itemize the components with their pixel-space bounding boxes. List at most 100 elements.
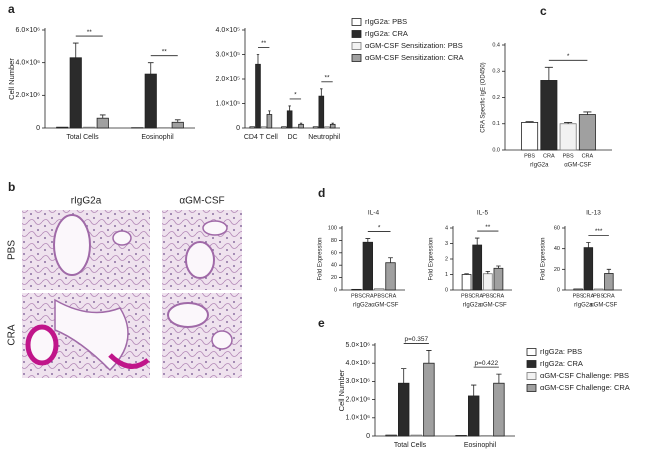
significance-label: * xyxy=(567,53,570,60)
legend-label: rIgG2a: CRA xyxy=(540,359,583,368)
error-bar xyxy=(174,119,181,123)
y-tick-label: 3.0×10⁶ xyxy=(346,378,371,385)
legend-swatch xyxy=(351,42,362,50)
error-bar xyxy=(72,42,79,58)
x-tick-label: CRA xyxy=(543,153,555,159)
x-tick-label: PBS xyxy=(573,293,584,299)
bar xyxy=(493,267,504,291)
column-label: αGM-CSF xyxy=(179,196,224,207)
y-tick-label: 6.0×10⁶ xyxy=(16,27,41,34)
y-tick-label: 60 xyxy=(554,225,560,231)
y-tick-label: 3 xyxy=(445,241,448,247)
chart-title: IL-5 xyxy=(477,210,489,217)
bar xyxy=(255,63,261,129)
histology-panel: rIgG2a αGM-CSF PBS CRA xyxy=(7,196,242,378)
y-tick-label: 4.0×10⁶ xyxy=(346,360,371,367)
error-bar xyxy=(564,122,573,124)
x-tick-label: CRA xyxy=(603,293,615,299)
x-tick-label: CRA xyxy=(471,293,483,299)
bar xyxy=(286,110,293,129)
legend-label: αGM-CSF Challenge: PBS xyxy=(540,371,629,380)
chart-title: IL-13 xyxy=(586,210,601,217)
bar xyxy=(96,117,109,129)
bar xyxy=(329,123,336,129)
y-tick-label: 0 xyxy=(334,287,337,293)
airway xyxy=(54,298,129,372)
bar xyxy=(540,80,558,151)
significance-label: * xyxy=(378,224,381,231)
y-tick-label: 0 xyxy=(445,287,448,293)
error-bar xyxy=(299,122,303,125)
error-bar xyxy=(365,238,371,243)
y-axis-label: Fold Expression xyxy=(318,237,324,280)
airway xyxy=(53,214,91,276)
y-axis-label: Fold Expression xyxy=(429,237,435,280)
x-tick-label: Eosinophil xyxy=(464,442,497,449)
x-tick-label: DC xyxy=(287,134,297,141)
y-tick-label: 40 xyxy=(331,263,337,269)
y-axis-label: Cell Number xyxy=(337,369,346,411)
y-tick-label: 0 xyxy=(236,125,240,132)
error-bar xyxy=(268,110,271,115)
group-label: rIgG2a xyxy=(463,303,482,309)
y-tick-label: 100 xyxy=(328,225,337,231)
x-tick-label: PBS xyxy=(524,153,535,159)
bar xyxy=(249,126,256,129)
x-tick-label: CRA xyxy=(582,153,594,159)
y-tick-label: 4 xyxy=(445,225,448,231)
error-bar xyxy=(544,66,553,81)
bar xyxy=(559,123,577,151)
bar xyxy=(318,95,325,129)
bar xyxy=(281,126,287,129)
legend-swatch xyxy=(526,384,537,392)
airway xyxy=(185,241,215,279)
y-tick-label: 0.4 xyxy=(492,42,500,48)
bar xyxy=(292,126,299,129)
y-tick-label: 0 xyxy=(557,287,560,293)
goblet-cells xyxy=(108,353,150,369)
x-tick-label: CRA xyxy=(583,293,595,299)
y-tick-label: 2.0×10⁶ xyxy=(16,92,41,99)
y-tick-label: 20 xyxy=(554,267,560,273)
bar xyxy=(593,288,604,291)
significance-label: ** xyxy=(162,48,168,55)
bar xyxy=(461,274,472,291)
bar xyxy=(56,126,69,129)
error-bar xyxy=(606,268,612,274)
y-tick-label: 0 xyxy=(36,125,40,132)
bar xyxy=(583,247,594,291)
group-label: αGM-CSF xyxy=(564,163,591,169)
bar xyxy=(385,262,396,291)
bar xyxy=(374,288,385,291)
significance-label: * xyxy=(294,92,297,99)
error-bar xyxy=(485,271,491,274)
x-tick-label: CD4 T Cell xyxy=(244,134,278,141)
bar xyxy=(351,288,362,291)
x-tick-label: PBS xyxy=(563,153,574,159)
error-bar xyxy=(288,105,291,111)
column-label: rIgG2a xyxy=(71,196,102,207)
panel-label: d xyxy=(318,186,325,200)
group-label: αGM-CSF xyxy=(480,303,507,309)
legend-label: αGM-CSF Sensitization: PBS xyxy=(365,41,463,50)
x-tick-label: Total Cells xyxy=(394,442,427,449)
error-bar xyxy=(586,242,591,248)
y-tick-label: 2.0×10⁶ xyxy=(346,396,371,403)
y-tick-label: 5.0×10⁶ xyxy=(346,342,371,349)
x-tick-label: CRA xyxy=(385,293,397,299)
bar xyxy=(324,126,330,129)
x-tick-label: Eosinophil xyxy=(141,134,174,141)
panel-label: a xyxy=(8,2,15,16)
significance-label: *** xyxy=(595,228,603,235)
error-bar xyxy=(147,62,154,75)
significance-label: p=0.422 xyxy=(474,360,498,367)
y-axis-label: CRA Specific IgE (OD450) xyxy=(481,62,487,132)
group-label: αGM-CSF xyxy=(590,303,617,309)
error-bar xyxy=(426,350,432,364)
chart-title: IL-4 xyxy=(368,210,380,217)
error-bar xyxy=(496,265,501,269)
y-tick-label: 80 xyxy=(331,238,337,244)
bar xyxy=(398,382,410,437)
panel-label: c xyxy=(540,4,547,18)
y-tick-label: 60 xyxy=(331,250,337,256)
